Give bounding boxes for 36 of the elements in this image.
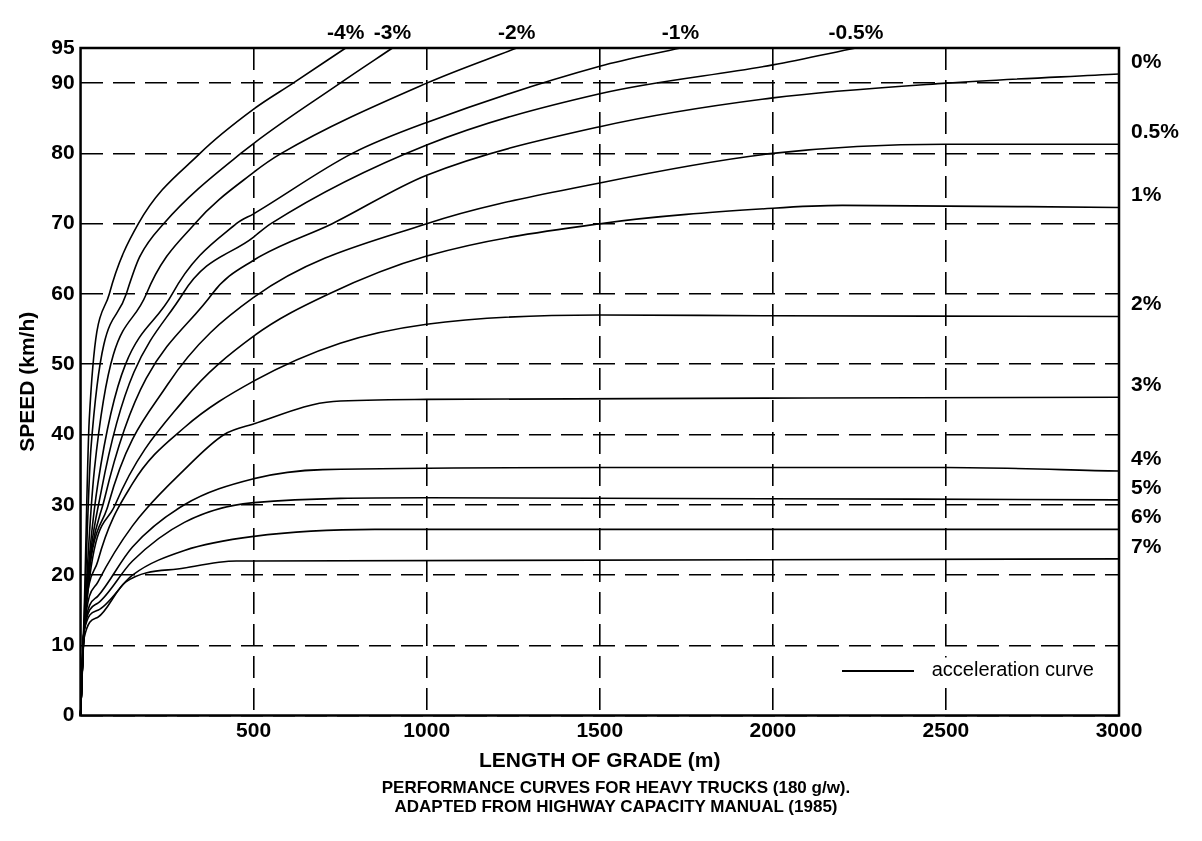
y-tick-label: 10	[51, 632, 75, 656]
x-tick-label: 500	[236, 718, 272, 741]
y-tick-label: 40	[51, 421, 75, 445]
series-label: 0%	[1131, 48, 1162, 72]
series-label: 7%	[1131, 533, 1162, 557]
series-label: -1%	[661, 20, 700, 44]
x-tick-label: 1500	[576, 718, 624, 741]
y-tick-label: 95	[51, 34, 75, 58]
series-label: 4%	[1131, 445, 1162, 469]
y-tick-label: 80	[51, 140, 75, 164]
series-label: 3%	[1131, 372, 1162, 396]
y-tick-label: 30	[51, 491, 75, 515]
y-axis-title: SPEED (km/h)	[15, 311, 39, 452]
series-label: 6%	[1131, 504, 1162, 528]
series-label: -2%	[498, 20, 536, 44]
x-tick-label: 3000	[1095, 718, 1143, 741]
series-label: -0.5%	[828, 20, 884, 44]
text: ADAPTED FROM HIGHWAY CAPACITY MANUAL (1985)	[393, 797, 839, 816]
series-label: 2%	[1131, 291, 1162, 315]
series-label: 5%	[1131, 474, 1162, 498]
series-label: -3%	[373, 20, 412, 44]
x-tick-label: 2500	[922, 718, 970, 741]
x-axis-title: LENGTH OF GRADE (m)	[479, 748, 721, 772]
x-tick-label: 1000	[403, 718, 451, 741]
series-label: 0.5%	[1131, 119, 1180, 143]
y-tick-label: 0	[62, 702, 75, 726]
y-tick-label: 70	[51, 210, 75, 234]
series-label: -4%	[327, 20, 365, 44]
y-tick-label: 60	[51, 280, 75, 304]
y-tick-label: 20	[51, 561, 75, 585]
text: PERFORMANCE CURVES FOR HEAVY TRUCKS (180 g/w).	[380, 778, 852, 797]
y-tick-label: 50	[51, 351, 75, 375]
x-tick-label: 2000	[749, 718, 797, 741]
annotation: acceleration curve	[931, 658, 1094, 681]
series-label: 1%	[1131, 182, 1162, 206]
y-tick-label: 90	[51, 69, 75, 93]
